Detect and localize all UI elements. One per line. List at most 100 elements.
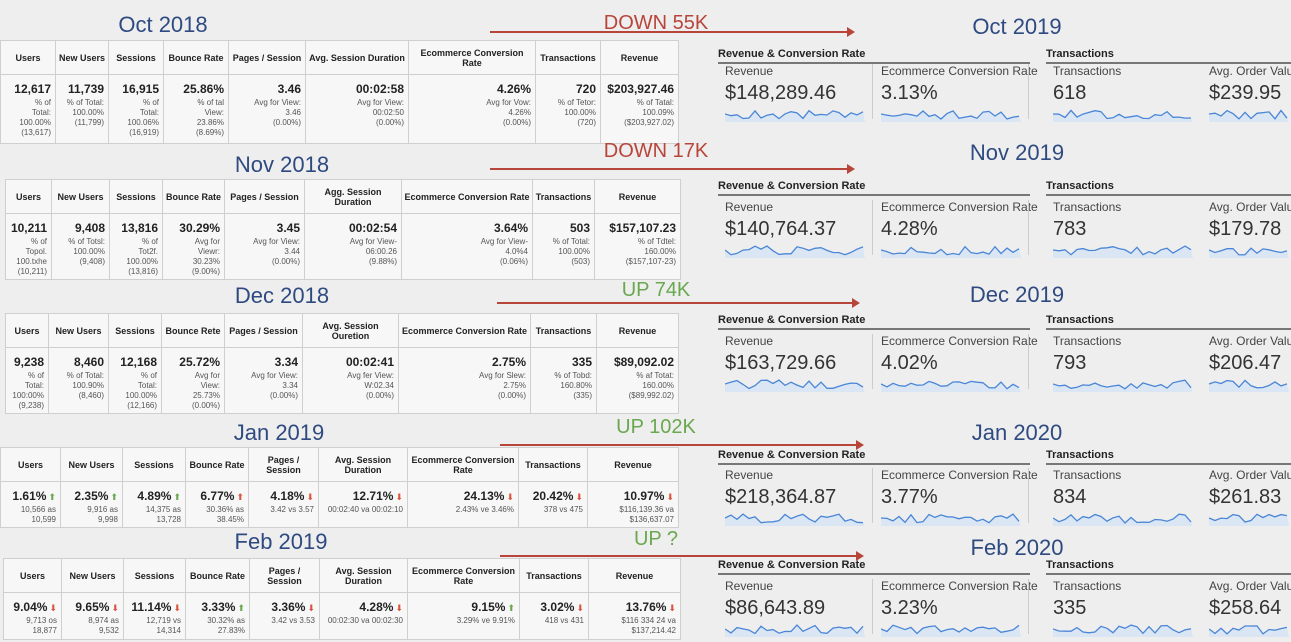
column-header[interactable]: Ecommerce Conversion Rate bbox=[409, 41, 536, 75]
trend-up-icon: ⬆ bbox=[48, 492, 56, 502]
column-header[interactable]: Bounce Rate bbox=[163, 180, 225, 214]
column-header[interactable]: Bounce Rate bbox=[164, 41, 229, 75]
column-header[interactable]: Transactions bbox=[533, 180, 595, 214]
column-header[interactable]: New Users bbox=[61, 448, 123, 482]
sparkline-chart bbox=[881, 617, 1021, 637]
metric-card[interactable]: Transactions 618 bbox=[1053, 64, 1203, 124]
column-header[interactable]: Revenue bbox=[597, 314, 679, 348]
metric-card[interactable]: Ecommerce Conversion Rate 3.13% bbox=[881, 64, 1031, 124]
metric-cell: 12,168% of Total: 100.00% (12,166) bbox=[109, 348, 162, 414]
column-header[interactable]: New Users bbox=[56, 41, 109, 75]
metric-card[interactable]: Transactions 834 bbox=[1053, 468, 1203, 528]
metric-card[interactable]: Ecommerce Conversion Rate 4.28% bbox=[881, 200, 1031, 260]
card-divider bbox=[872, 64, 873, 119]
column-header[interactable]: Sessions bbox=[123, 448, 186, 482]
column-header[interactable]: Avg. Session Ouretion bbox=[303, 314, 399, 348]
cell-subtext: 3.42 vs 3.57 bbox=[251, 505, 314, 515]
metric-card[interactable]: Transactions 783 bbox=[1053, 200, 1203, 260]
column-header[interactable]: New Users bbox=[62, 559, 124, 593]
metric-cell: 9.15% ⬆ 3.29% ve 9.91% bbox=[408, 593, 520, 640]
column-header[interactable]: Users bbox=[6, 180, 52, 214]
column-header[interactable]: Agg. Session Duration bbox=[305, 180, 402, 214]
metric-card[interactable]: Ecommerce Conversion Rate 3.23% bbox=[881, 579, 1031, 639]
column-header[interactable]: Bounce Rate bbox=[186, 559, 250, 593]
metric-card[interactable]: Revenue $163,729.66 bbox=[725, 334, 875, 394]
card-divider bbox=[1028, 64, 1029, 119]
column-header[interactable]: Pages / Session bbox=[229, 41, 306, 75]
column-header[interactable]: Revenue bbox=[601, 41, 679, 75]
metric-card[interactable]: Transactions 793 bbox=[1053, 334, 1203, 394]
metric-label: Avg. Order Value bbox=[1209, 334, 1291, 348]
metric-card[interactable]: Revenue $148,289.46 bbox=[725, 64, 875, 124]
metric-cell: 8,460% of Total: 100.90% (8,460) bbox=[49, 348, 109, 414]
cell-main: 16,915 bbox=[111, 80, 159, 98]
trend-down-icon: ⬇ bbox=[306, 492, 314, 502]
column-header[interactable]: Ecommerce Conversion Rate bbox=[408, 448, 519, 482]
metric-card[interactable]: Avg. Order Value $261.83 bbox=[1209, 468, 1291, 528]
metric-cell: 24.13% ⬇ 2.43% ve 3.46% bbox=[408, 482, 519, 528]
cell-main: 720 bbox=[538, 80, 596, 98]
column-header[interactable]: Pages / Session bbox=[225, 180, 305, 214]
metric-cell: 25.86% % of tal View: 23.86% (8.69%) bbox=[164, 75, 229, 144]
metric-cell: 12,617% of Total: 100.00% (13,617) bbox=[1, 75, 56, 144]
section-revenue-conversion: Revenue & Conversion Rate bbox=[718, 180, 1030, 196]
column-header[interactable]: Pages / Session bbox=[225, 314, 303, 348]
metrics-table: Users New Users Sessions Bounce Rate Pages /… bbox=[3, 558, 681, 640]
table-row: 9,238% of Total: 100:00% (9,238) 8,460% o… bbox=[6, 348, 679, 414]
column-header[interactable]: Bounce Rete bbox=[162, 314, 225, 348]
column-header[interactable]: Sessions bbox=[124, 559, 186, 593]
column-header[interactable]: Transactions bbox=[536, 41, 601, 75]
column-header[interactable]: Pages / Session bbox=[249, 448, 319, 482]
metric-card[interactable]: Avg. Order Value $179.78 bbox=[1209, 200, 1291, 260]
cell-main: 3.33% ⬆ bbox=[188, 598, 245, 616]
column-header[interactable]: Bounce Rate bbox=[186, 448, 249, 482]
column-header[interactable]: Sessions bbox=[109, 41, 164, 75]
cell-value: 12,617 bbox=[14, 82, 51, 96]
metric-card[interactable]: Transactions 335 bbox=[1053, 579, 1203, 639]
column-header[interactable]: Users bbox=[1, 448, 61, 482]
card-divider bbox=[872, 334, 873, 389]
column-header[interactable]: Revenue bbox=[589, 559, 681, 593]
column-header[interactable]: Sessions bbox=[110, 180, 163, 214]
column-header[interactable]: Pages / Session bbox=[250, 559, 320, 593]
column-header[interactable]: Sessions bbox=[109, 314, 162, 348]
cell-value: 503 bbox=[570, 221, 590, 235]
metric-card[interactable]: Revenue $218,364.87 bbox=[725, 468, 875, 528]
metric-label: Avg. Order Value bbox=[1209, 64, 1291, 78]
column-header[interactable]: Ecommerce Conversion Rate bbox=[402, 180, 533, 214]
column-header[interactable]: Avg. Session Duration bbox=[319, 448, 408, 482]
metric-cell: 10,211% of Topol. 100.txhe (10,211) bbox=[6, 214, 52, 280]
cell-value: 3.45 bbox=[277, 221, 300, 235]
cell-subtext: 418 vs 431 bbox=[522, 616, 584, 626]
column-header[interactable]: Ecommerce Conversion Rate bbox=[399, 314, 531, 348]
metric-card[interactable]: Revenue $140,764.37 bbox=[725, 200, 875, 260]
column-header[interactable]: Transactions bbox=[519, 448, 588, 482]
cell-main: 30.29% bbox=[165, 219, 220, 237]
column-header[interactable]: Avg. Session Duration bbox=[306, 41, 409, 75]
cell-value: 4.26% bbox=[497, 82, 531, 96]
metric-card[interactable]: Avg. Order Value $258.64 bbox=[1209, 579, 1291, 639]
column-header[interactable]: Revenue bbox=[595, 180, 681, 214]
metric-card[interactable]: Ecommerce Conversion Rate 3.77% bbox=[881, 468, 1031, 528]
cell-value: 9,238 bbox=[14, 355, 44, 369]
column-header[interactable]: Ecommerce Conversion Rate bbox=[408, 559, 520, 593]
column-header[interactable]: New Users bbox=[52, 180, 110, 214]
metric-card[interactable]: Ecommerce Conversion Rate 4.02% bbox=[881, 334, 1031, 394]
column-header[interactable]: New Users bbox=[49, 314, 109, 348]
sparkline-chart bbox=[1209, 372, 1289, 392]
column-header[interactable]: Revenue bbox=[588, 448, 679, 482]
column-header[interactable]: Transactions bbox=[520, 559, 589, 593]
cell-value: 16,915 bbox=[122, 82, 159, 96]
card-divider bbox=[872, 200, 873, 255]
column-header[interactable]: Avg. Session Duration bbox=[320, 559, 408, 593]
column-header[interactable]: Users bbox=[4, 559, 62, 593]
cell-subtext: % of Total: 100.90% (8,460) bbox=[51, 371, 104, 401]
column-header[interactable]: Users bbox=[1, 41, 56, 75]
column-header[interactable]: Transactions bbox=[531, 314, 597, 348]
column-header[interactable]: Users bbox=[6, 314, 49, 348]
metric-card[interactable]: Avg. Order Value $206.47 bbox=[1209, 334, 1291, 394]
metric-card[interactable]: Revenue $86,643.89 bbox=[725, 579, 875, 639]
sparkline-chart bbox=[881, 238, 1021, 258]
metric-card[interactable]: Avg. Order Value $239.95 bbox=[1209, 64, 1291, 124]
sparkline-chart bbox=[881, 372, 1021, 392]
